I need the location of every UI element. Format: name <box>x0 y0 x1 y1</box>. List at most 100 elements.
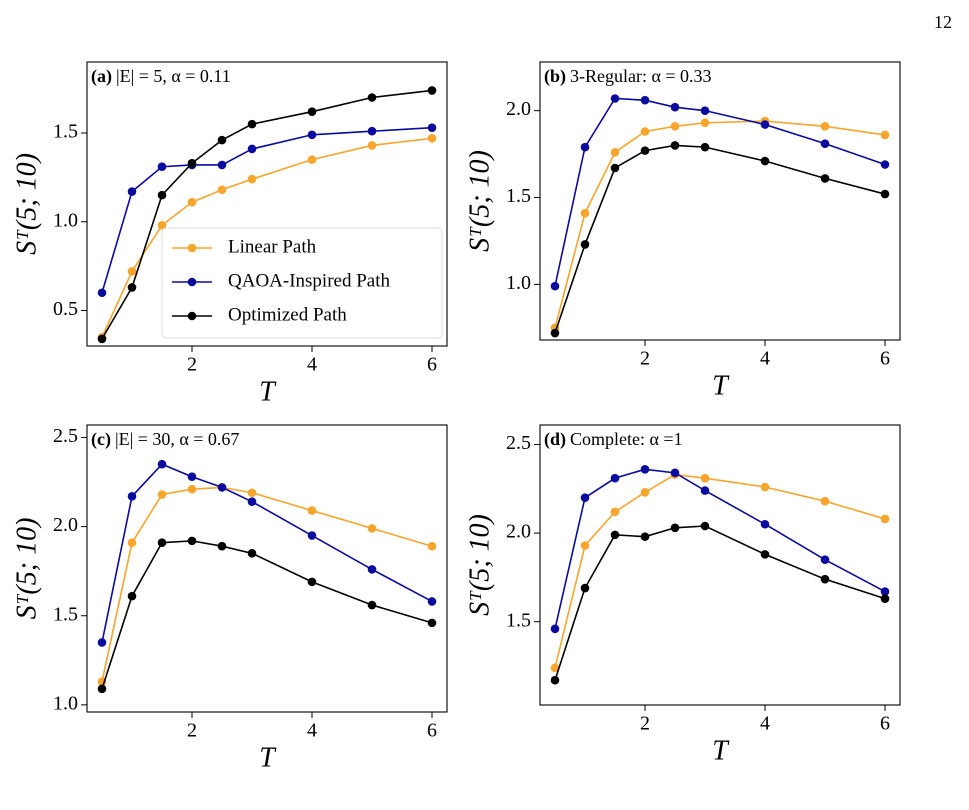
data-point <box>640 127 650 136</box>
data-point <box>427 86 437 95</box>
data-point <box>760 156 770 166</box>
data-point <box>550 281 560 291</box>
data-point <box>127 283 137 292</box>
data-point <box>367 141 377 150</box>
data-point <box>550 675 560 685</box>
data-point <box>700 118 710 128</box>
y-axis-label: Sᵀ(5; 10) <box>11 153 42 255</box>
data-point <box>127 187 137 196</box>
data-point <box>307 577 317 587</box>
x-tick-label: 4 <box>760 713 770 735</box>
data-point <box>580 541 590 550</box>
y-tick-label: 0.5 <box>53 298 78 320</box>
series-line <box>554 525 886 681</box>
y-axis-label: Sᵀ(5; 10) <box>464 150 495 252</box>
data-point <box>247 144 257 154</box>
y-tick-label: 2.5 <box>53 425 78 447</box>
data-point <box>580 240 590 249</box>
panel: 2 4 6 0.5 1.0 1.5 T Sᵀ(5; 10) (a) |E| = 5, α = 0.… <box>11 61 448 407</box>
data-point <box>670 468 680 478</box>
data-point <box>580 208 590 218</box>
x-tick-label: 6 <box>427 354 437 376</box>
data-point <box>427 597 437 606</box>
data-point <box>97 288 107 298</box>
data-point <box>820 555 830 564</box>
data-point <box>670 121 680 131</box>
data-point <box>307 107 317 116</box>
x-axis-label: T <box>259 742 277 773</box>
legend-label: Optimized Path <box>228 304 347 325</box>
data-point <box>427 618 437 628</box>
data-point <box>670 102 680 112</box>
data-point <box>367 565 377 574</box>
data-point <box>427 123 437 132</box>
data-point <box>97 638 107 647</box>
data-point <box>247 119 257 129</box>
series-line <box>101 463 433 643</box>
data-point <box>307 506 317 515</box>
data-point <box>187 536 197 546</box>
axes-frame <box>539 424 901 706</box>
series-line <box>101 486 433 682</box>
data-point <box>880 160 890 169</box>
data-point <box>550 328 560 338</box>
data-point <box>550 663 560 673</box>
data-point <box>367 126 377 136</box>
panel-tag: (a) <box>91 66 112 87</box>
data-point <box>157 538 167 547</box>
data-point <box>367 93 377 102</box>
data-point <box>247 488 257 498</box>
panel-title: (d) Complete: α =1 <box>544 429 683 450</box>
data-point <box>427 134 437 143</box>
legend-marker <box>187 277 197 287</box>
y-axis-label: Sᵀ(5; 10) <box>464 514 495 616</box>
y-tick-label: 1.0 <box>53 692 78 714</box>
data-point <box>187 484 197 494</box>
data-point <box>700 142 710 152</box>
data-point <box>157 490 167 499</box>
data-point <box>247 174 257 184</box>
series-line <box>554 473 886 668</box>
data-point <box>247 497 257 506</box>
data-point <box>610 473 620 483</box>
data-point <box>367 524 377 533</box>
axes-frame <box>86 61 448 347</box>
legend-box <box>161 227 443 339</box>
data-point <box>880 130 890 140</box>
x-tick-label: 4 <box>307 720 317 742</box>
panel-tag: (c) <box>91 429 111 450</box>
data-point <box>307 155 317 164</box>
data-point <box>550 624 560 634</box>
y-tick-label: 1.0 <box>53 209 78 231</box>
data-point <box>307 130 317 140</box>
x-tick-label: 4 <box>760 348 770 370</box>
page-number: 12 <box>934 12 952 32</box>
data-point <box>610 507 620 517</box>
legend-label: QAOA-Inspired Path <box>228 270 391 291</box>
data-point <box>820 121 830 131</box>
x-tick-label: 6 <box>880 713 890 735</box>
series-line <box>101 540 433 690</box>
data-point <box>217 483 227 492</box>
panel-tag: (b) <box>544 66 566 87</box>
data-point <box>760 519 770 529</box>
panel-title-text: Complete: α =1 <box>570 429 683 449</box>
x-axis-label: T <box>712 370 730 401</box>
data-point <box>760 550 770 559</box>
data-point <box>640 465 650 474</box>
data-point <box>640 146 650 155</box>
data-point <box>640 488 650 497</box>
data-point <box>820 496 830 506</box>
data-point <box>157 162 167 172</box>
y-tick-label: 1.5 <box>506 609 531 631</box>
series-line <box>554 468 886 629</box>
data-point <box>610 163 620 173</box>
x-tick-label: 6 <box>880 348 890 370</box>
series-line <box>554 120 886 329</box>
panel-title: (a) |E| = 5, α = 0.11 <box>91 66 231 87</box>
data-point <box>127 591 137 601</box>
panel-title: (c) |E| = 30, α = 0.67 <box>91 429 239 450</box>
data-point <box>820 139 830 148</box>
data-point <box>880 594 890 603</box>
